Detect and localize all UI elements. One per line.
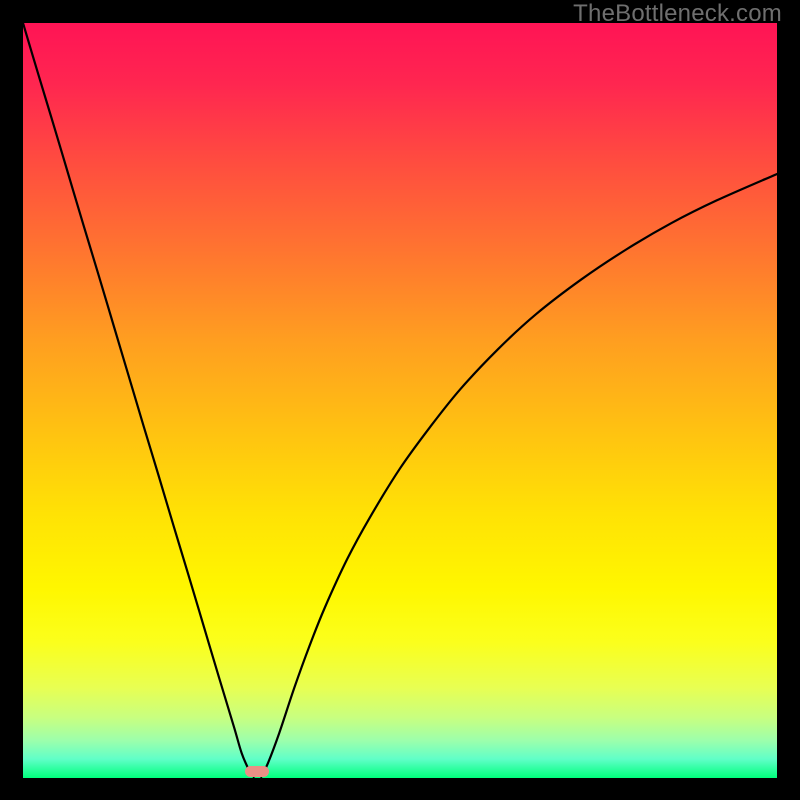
bottleneck-curve [23,23,777,778]
watermark-text: TheBottleneck.com [573,0,782,28]
bottleneck-marker [245,766,269,777]
chart-container: TheBottleneck.com [0,0,800,800]
plot-area [23,23,777,778]
